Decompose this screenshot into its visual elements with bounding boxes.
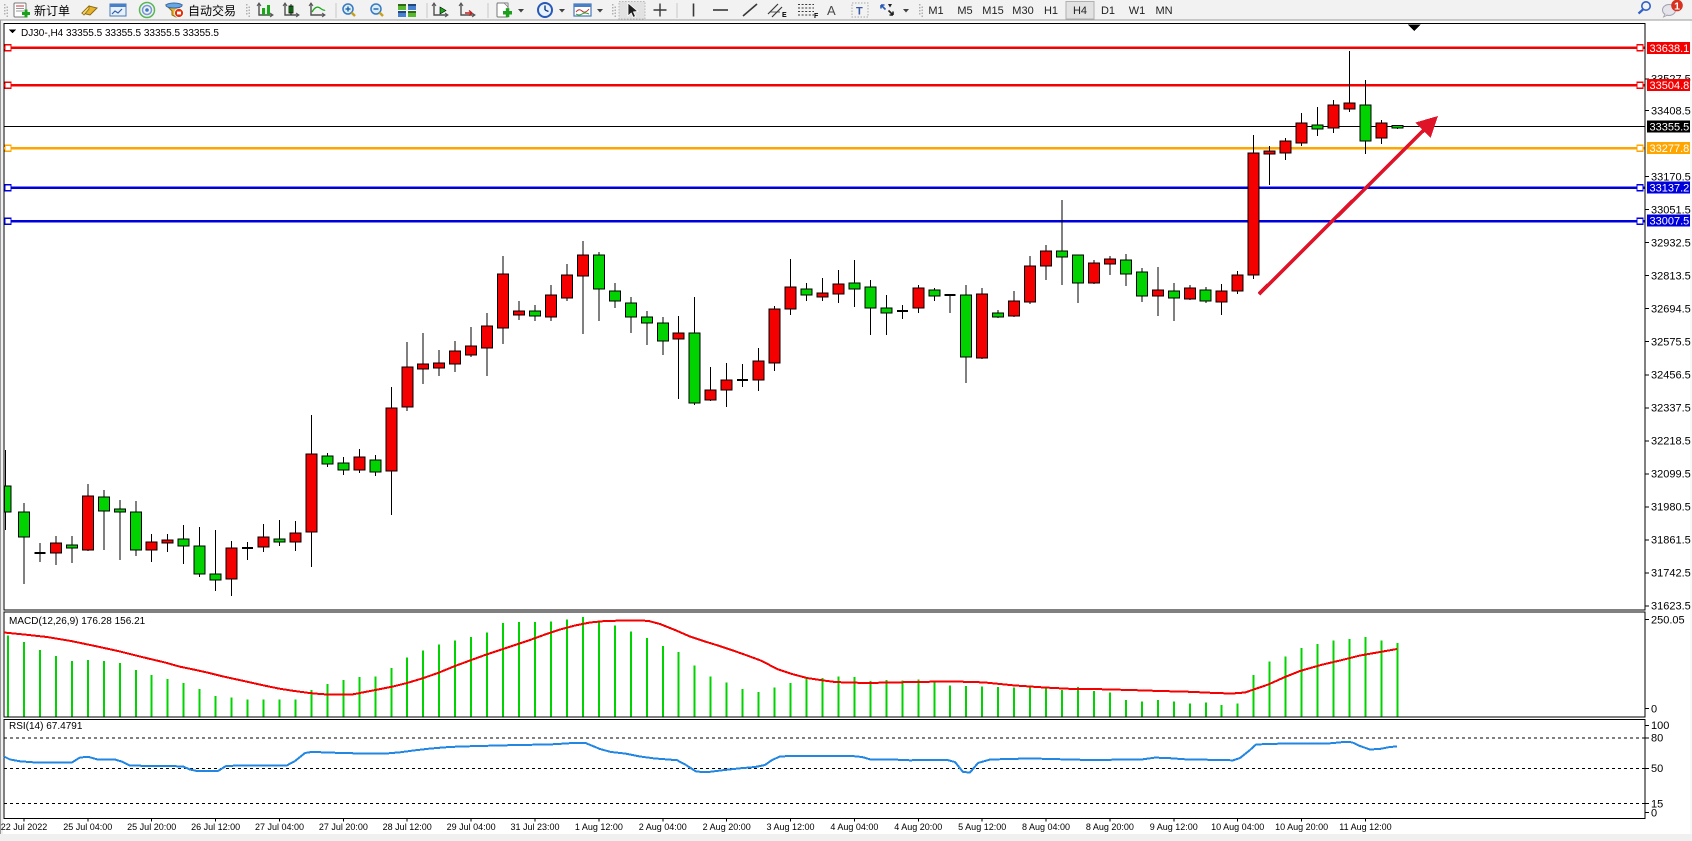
svg-text:33504.8: 33504.8 [1650, 80, 1690, 92]
svg-text:新订单: 新订单 [34, 3, 70, 18]
svg-text:10 Aug 20:00: 10 Aug 20:00 [1275, 822, 1328, 832]
svg-text:3 Aug 12:00: 3 Aug 12:00 [766, 822, 814, 832]
svg-text:M5: M5 [957, 5, 972, 17]
svg-text:H4: H4 [1073, 5, 1087, 17]
svg-text:M15: M15 [982, 5, 1003, 17]
svg-text:32099.5: 32099.5 [1651, 469, 1691, 481]
svg-text:33007.5: 33007.5 [1650, 216, 1690, 228]
svg-text:27 Jul 04:00: 27 Jul 04:00 [255, 822, 304, 832]
svg-text:32218.5: 32218.5 [1651, 436, 1691, 448]
svg-text:32694.5: 32694.5 [1651, 304, 1691, 316]
svg-text:33170.5: 33170.5 [1651, 171, 1691, 183]
svg-text:E: E [782, 12, 787, 19]
svg-text:2 Aug 20:00: 2 Aug 20:00 [703, 822, 751, 832]
svg-text:80: 80 [1651, 733, 1663, 745]
svg-text:0: 0 [1651, 807, 1657, 819]
svg-text:22 Jul 2022: 22 Jul 2022 [1, 822, 48, 832]
svg-text:M30: M30 [1012, 5, 1033, 17]
svg-text:4 Aug 20:00: 4 Aug 20:00 [894, 822, 942, 832]
svg-text:28 Jul 12:00: 28 Jul 12:00 [383, 822, 432, 832]
svg-text:H1: H1 [1044, 5, 1058, 17]
svg-text:29 Jul 04:00: 29 Jul 04:00 [447, 822, 496, 832]
svg-text:33137.2: 33137.2 [1650, 182, 1690, 194]
svg-text:31742.5: 31742.5 [1651, 568, 1691, 580]
svg-text:0: 0 [1651, 703, 1657, 715]
svg-text:A: A [827, 3, 836, 18]
svg-text:33408.5: 33408.5 [1651, 105, 1691, 117]
svg-text:32813.5: 32813.5 [1651, 271, 1691, 283]
svg-text:33355.5: 33355.5 [1650, 122, 1690, 134]
svg-text:8 Aug 04:00: 8 Aug 04:00 [1022, 822, 1070, 832]
svg-text:2 Aug 04:00: 2 Aug 04:00 [639, 822, 687, 832]
svg-text:31 Jul 23:00: 31 Jul 23:00 [510, 822, 559, 832]
svg-text:25 Jul 20:00: 25 Jul 20:00 [127, 822, 176, 832]
svg-text:1 Aug 12:00: 1 Aug 12:00 [575, 822, 623, 832]
svg-text:T: T [856, 6, 863, 18]
svg-text:250.05: 250.05 [1651, 614, 1685, 626]
svg-text:MN: MN [1155, 5, 1172, 17]
svg-text:RSI(14) 67.4791: RSI(14) 67.4791 [9, 721, 83, 732]
svg-text:32456.5: 32456.5 [1651, 370, 1691, 382]
svg-text:MACD(12,26,9) 176.28 156.21: MACD(12,26,9) 176.28 156.21 [9, 616, 146, 627]
svg-text:100: 100 [1651, 720, 1669, 732]
svg-text:31980.5: 31980.5 [1651, 502, 1691, 514]
svg-text:5 Aug 12:00: 5 Aug 12:00 [958, 822, 1006, 832]
svg-text:F: F [814, 13, 819, 20]
svg-text:自动交易: 自动交易 [188, 3, 236, 18]
svg-text:50: 50 [1651, 763, 1663, 775]
svg-text:D1: D1 [1101, 5, 1115, 17]
svg-text:W1: W1 [1129, 5, 1146, 17]
svg-text:15: 15 [1651, 798, 1663, 810]
svg-text:DJ30-,H4 33355.5 33355.5 3335: DJ30-,H4 33355.5 33355.5 33355.5 33355.5 [21, 28, 219, 39]
svg-text:33638.1: 33638.1 [1650, 43, 1690, 55]
svg-text:10 Aug 04:00: 10 Aug 04:00 [1211, 822, 1264, 832]
svg-text:M1: M1 [928, 5, 943, 17]
svg-text:25 Jul 04:00: 25 Jul 04:00 [63, 822, 112, 832]
svg-text:33051.5: 33051.5 [1651, 205, 1691, 217]
svg-text:32932.5: 32932.5 [1651, 238, 1691, 250]
svg-text:31861.5: 31861.5 [1651, 535, 1691, 547]
svg-text:1: 1 [1674, 1, 1680, 13]
svg-text:26 Jul 12:00: 26 Jul 12:00 [191, 822, 240, 832]
svg-text:31623.5: 31623.5 [1651, 601, 1691, 613]
svg-text:8 Aug 20:00: 8 Aug 20:00 [1086, 822, 1134, 832]
svg-text:27 Jul 20:00: 27 Jul 20:00 [319, 822, 368, 832]
svg-text:32337.5: 32337.5 [1651, 403, 1691, 415]
svg-text:4 Aug 04:00: 4 Aug 04:00 [830, 822, 878, 832]
svg-text:11 Aug 12:00: 11 Aug 12:00 [1339, 822, 1391, 832]
svg-text:9 Aug 12:00: 9 Aug 12:00 [1150, 822, 1198, 832]
svg-text:32575.5: 32575.5 [1651, 337, 1691, 349]
svg-text:33277.8: 33277.8 [1650, 143, 1690, 155]
